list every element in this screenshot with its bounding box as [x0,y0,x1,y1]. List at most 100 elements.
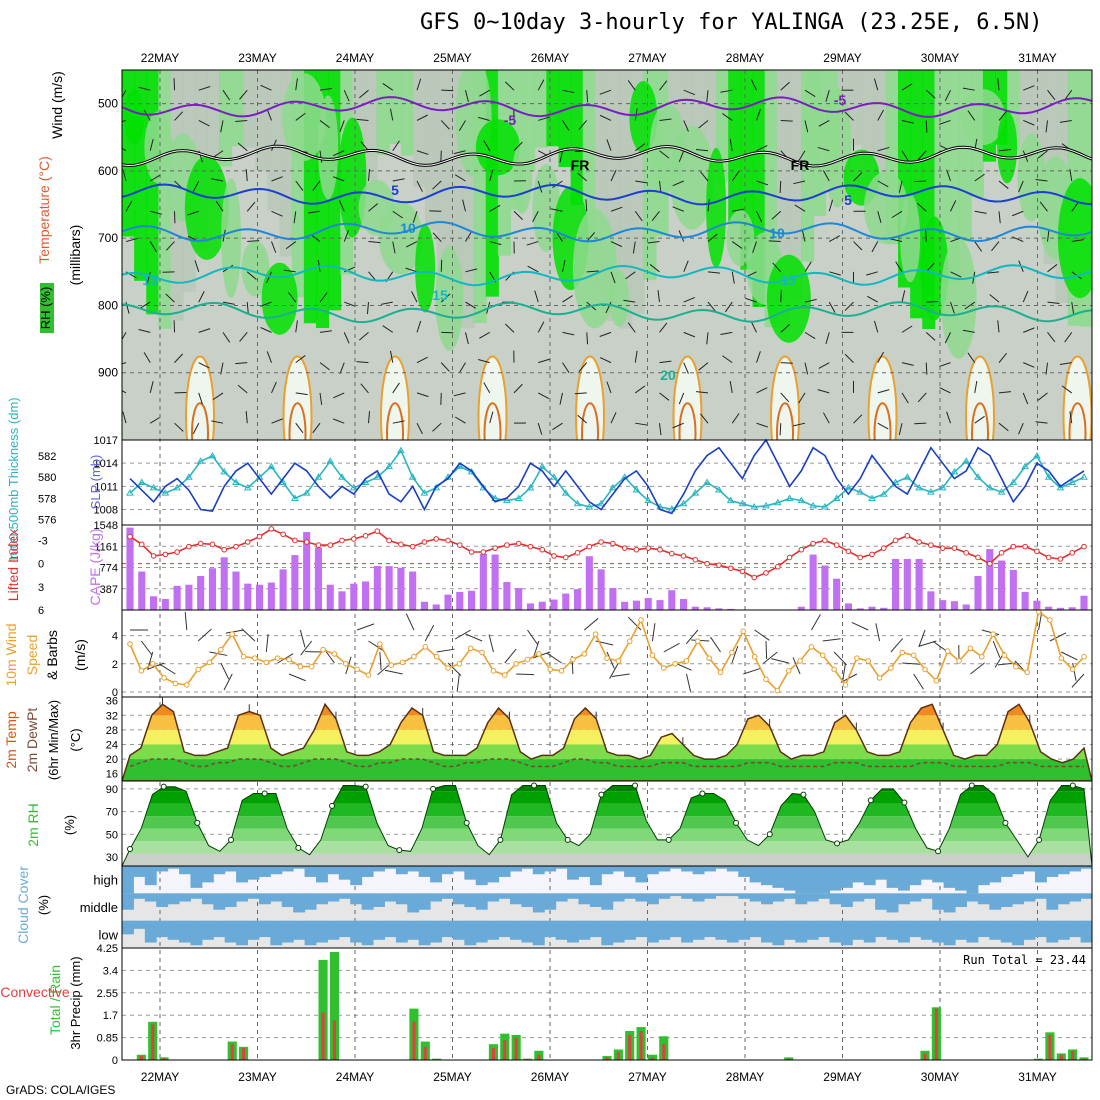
lifted-index-line-point [716,562,722,568]
cloud-cell [806,893,819,902]
precip-convective-bar [162,1057,166,1060]
temp-axis-label: 2m Temp [3,711,19,769]
wind-barb [853,172,863,182]
cape-bar [538,601,546,610]
isotherm-line [121,183,1093,206]
wind-barb [266,109,272,121]
wind-barb [237,384,248,394]
wind-barb [458,362,466,374]
wind-barb [392,241,396,254]
cloud-cell [977,866,990,886]
rh-patch [435,246,464,351]
thickness-line-point [385,462,393,470]
wind10m-axis-label: (m/s) [72,639,88,671]
thickness-line-point [797,496,806,504]
temp-tick-label: 32 [106,710,118,722]
lifted-index-line-point [786,554,793,561]
cloud-cell [236,866,249,883]
wind-barb [659,360,672,364]
lifted-index-line-point [857,554,864,561]
wind-barb [174,422,184,432]
wind-barb [271,210,283,217]
wind-speed-line-point [331,651,338,657]
cape-bar [432,604,440,610]
wind-speed-line-point [990,631,996,637]
wind-barb [138,86,151,91]
wind-barb [319,330,332,333]
thickness-line-point [809,501,817,509]
date-tick-bottom: 31MAY [1018,1070,1056,1084]
precip-convective-bar [230,1044,234,1060]
rh-point [733,819,740,826]
wind-barb [610,169,617,182]
cloud-cell [1080,866,1093,869]
surface-wind-barb [606,651,615,669]
lifted-index-line-point [433,536,440,542]
wind-barb [360,141,369,152]
lifted-index-line-point [197,540,204,547]
cloud-cell [247,866,260,880]
wind-barb [1035,179,1048,182]
cloud-cell [1012,893,1025,905]
wind-barb [125,200,133,212]
temp-area-group [122,702,1092,781]
wind-barb [239,89,248,100]
wind-barb [659,322,668,333]
wind-barb [406,241,418,248]
wind-barb [925,262,935,273]
pressure-tick-label: 600 [98,164,118,178]
cloud-cell [441,866,454,875]
cape-bar [585,556,593,610]
wind-barb [672,206,684,212]
wind-barb [793,180,806,185]
cloud-cell [932,920,945,943]
cloud-cell [156,866,169,872]
cloud-cell [418,893,431,910]
cape-bar [373,566,381,610]
wind-barb [756,351,761,363]
wind-barb [222,332,231,343]
wind-barb [578,362,588,373]
cloud-cell [213,920,226,938]
cloud-cell [1034,920,1047,938]
wind-barb [1011,210,1024,217]
wind-barb [707,271,720,274]
precip-convective-bar [514,1037,518,1060]
wind-speed-line-point [433,653,440,660]
cape-bar [256,584,264,610]
wind-speed-line-point [127,641,133,647]
wind-barb [552,422,563,431]
cloud-cell [281,866,294,872]
surface-wind-barb [731,645,739,664]
wind-barb [901,290,906,303]
cloud-cell [144,920,157,943]
wind-barb [578,120,588,130]
cloud-cell [464,866,477,880]
wind-speed-line-point [547,666,554,673]
wind-barb [780,119,793,122]
contour-label: 10 [400,220,416,236]
cloud-cell [304,893,317,910]
cloud-cell [692,920,705,940]
wind-barb [586,232,596,242]
wind-barb [938,362,951,368]
lifted-index-line-point [539,546,546,553]
lifted-index-line-point [315,542,322,548]
surface-wind-barb [197,628,212,642]
wind-barb [198,362,210,369]
lifted-index-line-point [880,545,887,551]
rh-streak [413,70,427,187]
rh-axis-label: RH (%) [38,287,53,330]
wind-barb [194,260,200,272]
wind-barb [1071,201,1080,212]
surface-wind-barb [436,648,455,653]
wind-barb [339,362,345,375]
wind-barb [198,328,211,333]
surface-wind-barb [992,640,1001,658]
thickness-line-point [609,483,617,491]
wind-speed-line-point [354,666,360,673]
wind-barb [479,331,491,339]
wind-barb [1064,89,1073,101]
date-tick-top: 26MAY [531,51,569,65]
cloud-cell [898,920,910,943]
